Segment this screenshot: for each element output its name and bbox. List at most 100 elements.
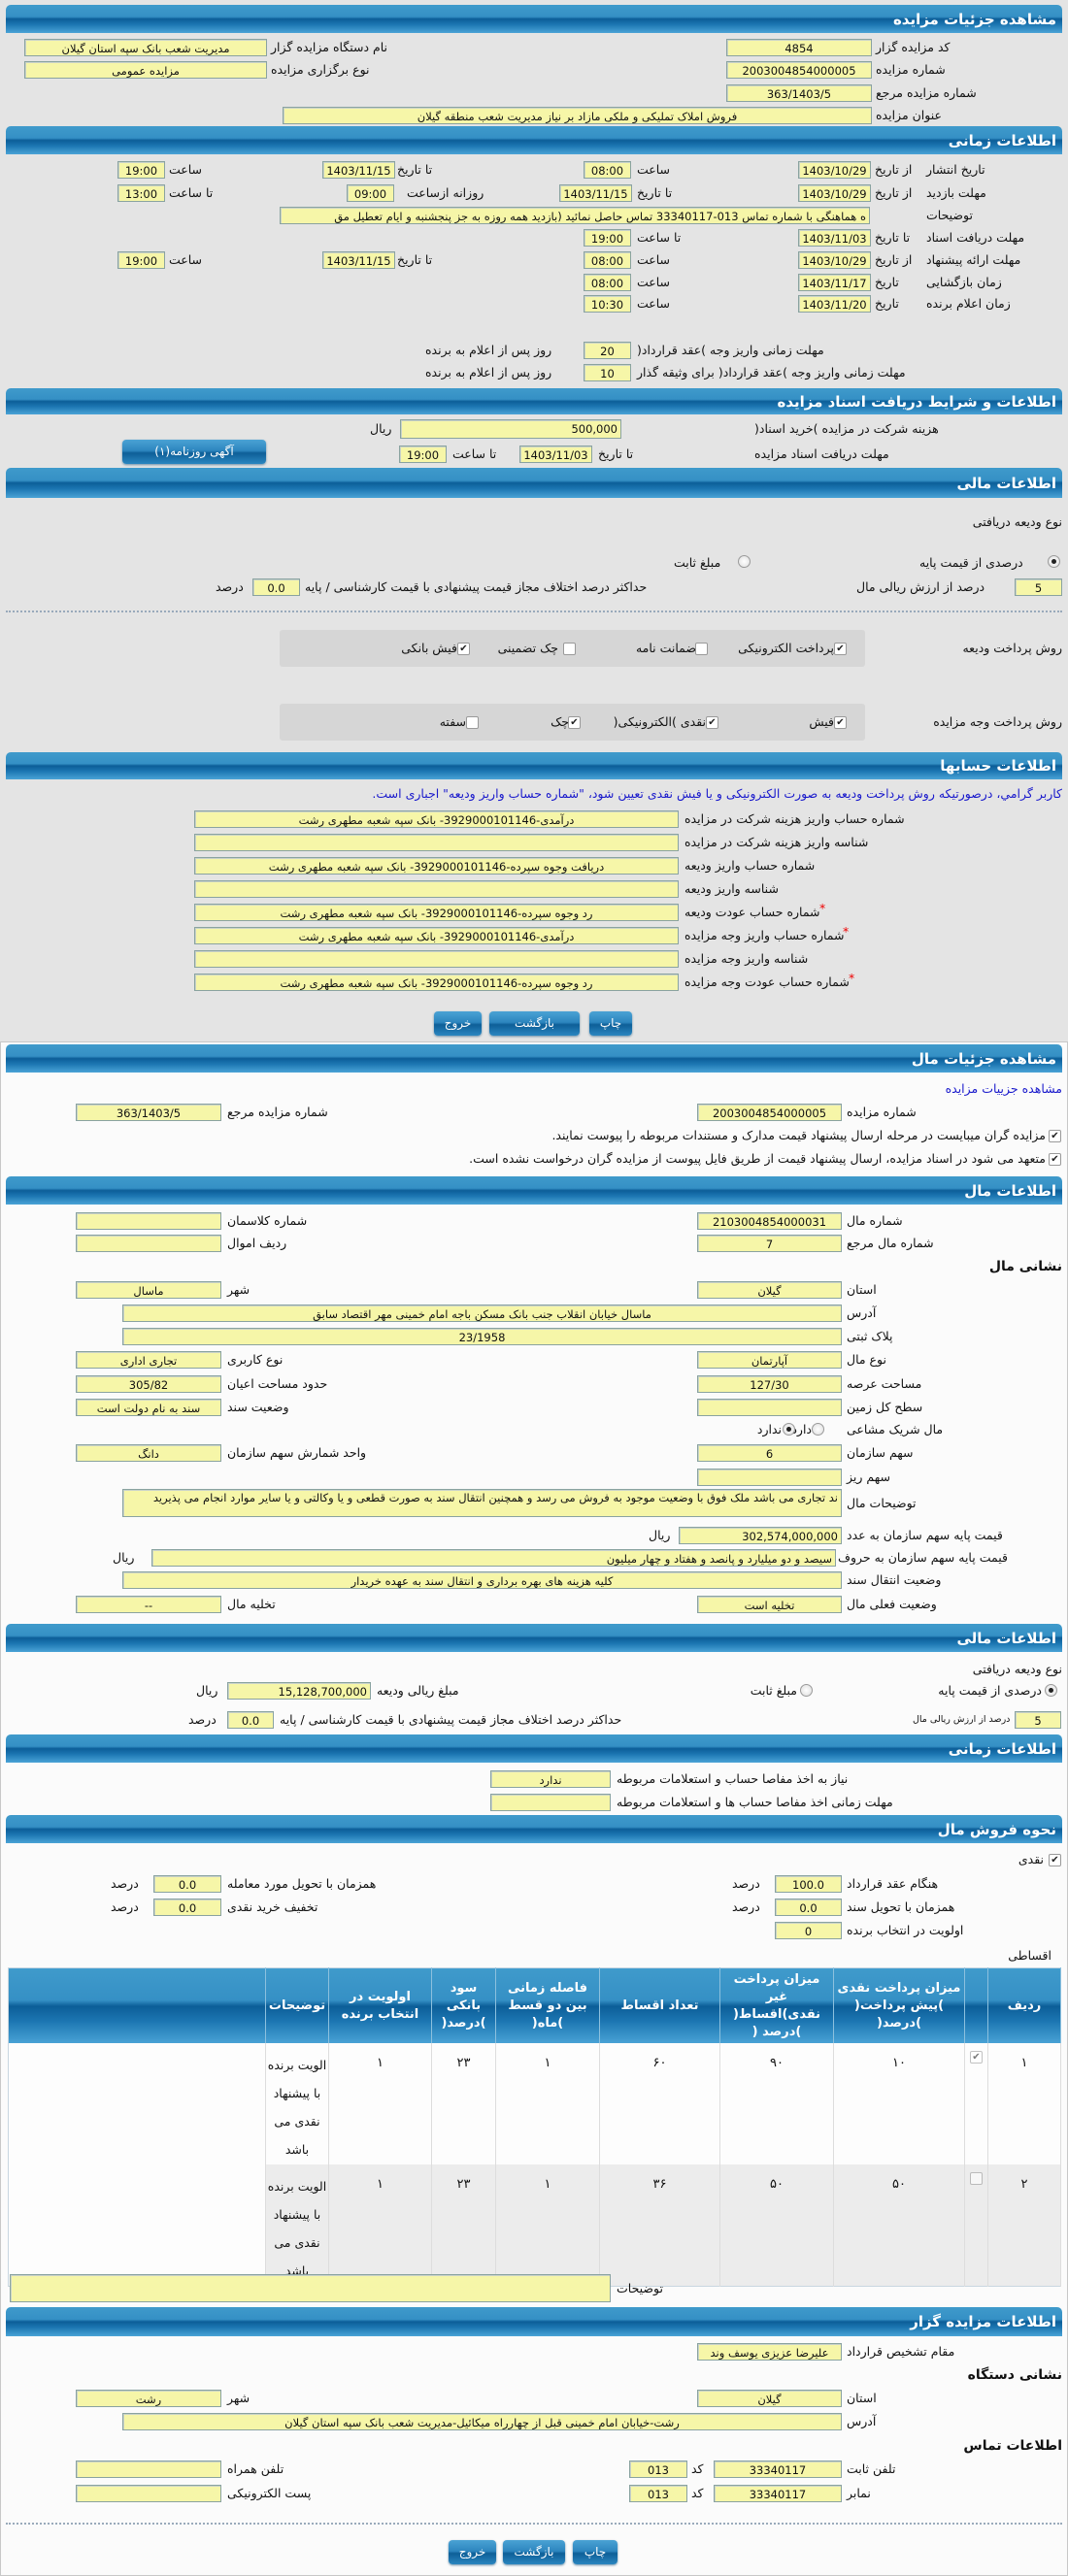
- timing-pledger-deadline-days-field[interactable]: 10: [584, 364, 631, 381]
- docs-to-field[interactable]: 1403/11/03: [519, 446, 592, 463]
- item-province-field[interactable]: گیلان: [697, 1281, 842, 1299]
- item-finance-percent-field[interactable]: 5: [1015, 1711, 1061, 1729]
- timing-visit-to-time-field[interactable]: 13:00: [117, 184, 165, 202]
- item-land-area-field[interactable]: 127/30: [697, 1375, 842, 1393]
- back-button[interactable]: بازگشت: [489, 1011, 580, 1036]
- accounts-rows-3-value-field[interactable]: [194, 880, 679, 898]
- timing-docs-deadline-time-field[interactable]: 19:00: [584, 229, 631, 247]
- item-share-detail-field[interactable]: [697, 1469, 842, 1486]
- seller-phone-field[interactable]: 33340117: [714, 2460, 842, 2478]
- percent-of-base-radio[interactable]: [1048, 555, 1060, 568]
- docs-time-field[interactable]: 19:00: [399, 446, 447, 463]
- item-description-field[interactable]: ند تجاری می باشد ملک فوق با وضعیت موجود …: [122, 1489, 842, 1517]
- seller-address-field[interactable]: رشت-خیابان امام خمینی قبل از چهارراه میک…: [122, 2413, 842, 2430]
- timing-winner-date-field[interactable]: 1403/11/20: [798, 295, 871, 313]
- newspaper-ad-button[interactable]: آگهی روزنامه(۱): [122, 440, 266, 464]
- attach-documents-checkbox[interactable]: [1049, 1130, 1061, 1142]
- sale-priority-field[interactable]: 0: [775, 1922, 842, 1939]
- seller-phone-code-field[interactable]: 013: [629, 2460, 687, 2478]
- sale-on-deed-field[interactable]: 0.0: [775, 1899, 842, 1916]
- item-number-field[interactable]: 2103004854000031: [697, 1212, 842, 1230]
- auction-details-number-field[interactable]: 2003004854000005: [726, 61, 872, 79]
- payment-method-checkbox[interactable]: [568, 716, 581, 729]
- accounts-rows-2-value-field[interactable]: دریافت وجوه سپرده-3929000101146- بانک سپ…: [194, 857, 679, 875]
- seller-city-field[interactable]: رشت: [76, 2390, 221, 2407]
- shared-yes-radio[interactable]: [812, 1423, 824, 1436]
- exit-button[interactable]: خروج: [434, 1011, 482, 1036]
- seller-email-field[interactable]: [76, 2485, 221, 2502]
- timing-opening-date-field[interactable]: 1403/11/17: [798, 274, 871, 291]
- back-button[interactable]: بازگشت: [503, 2540, 565, 2564]
- item-city-field[interactable]: ماسال: [76, 1281, 221, 1299]
- item-finance-max-diff-field[interactable]: 0.0: [227, 1711, 274, 1729]
- commitment-checkbox[interactable]: [1049, 1153, 1061, 1166]
- accounts-rows-5-value-field[interactable]: درآمدی-3929000101146- بانک سپه شعبه مطهر…: [194, 927, 679, 944]
- auction-details-type-field[interactable]: مزایده عمومی: [24, 61, 267, 79]
- item-usage-field[interactable]: تجاری اداری: [76, 1351, 221, 1369]
- timing-offer-from-field[interactable]: 1403/10/29: [798, 251, 871, 269]
- item-asset-row-field[interactable]: [76, 1235, 221, 1252]
- exit-button[interactable]: خروج: [449, 2540, 496, 2564]
- item-evacuation-field[interactable]: --: [76, 1596, 221, 1613]
- accounts-rows-7-value-field[interactable]: رد وجوه سپرده-3929000101146- بانک سپه شع…: [194, 974, 679, 991]
- deposit-method-checkbox[interactable]: [457, 643, 470, 655]
- accounts-rows-1-value-field[interactable]: [194, 834, 679, 851]
- item-details-number-field[interactable]: 2003004854000005: [697, 1104, 842, 1121]
- timing-publish-to-time-field[interactable]: 19:00: [117, 161, 165, 179]
- item-address-field[interactable]: ماسال خیابان انقلاب جنب بانک مسکن باجه ا…: [122, 1305, 842, 1322]
- item-details-link-label[interactable]: مشاهده جزییات مزایده: [945, 1081, 1062, 1096]
- item-finance-amount-field[interactable]: 15,128,700,000: [227, 1682, 371, 1700]
- accounts-rows-6-value-field[interactable]: [194, 950, 679, 968]
- item-share-unit-field[interactable]: دانگ: [76, 1444, 221, 1462]
- accounts-rows-0-value-field[interactable]: درآمدی-3929000101146- بانک سپه شعبه مطهر…: [194, 810, 679, 828]
- seller-mobile-field[interactable]: [76, 2460, 221, 2478]
- timing-visit-from-field[interactable]: 1403/10/29: [798, 184, 871, 202]
- print-button[interactable]: چاپ: [589, 1011, 632, 1036]
- accounts-rows-4-value-field[interactable]: رد وجوه سپرده-3929000101146- بانک سپه شع…: [194, 904, 679, 921]
- item-status-field[interactable]: تخلیه است: [697, 1596, 842, 1613]
- timing-publish-to-field[interactable]: 1403/11/15: [322, 161, 395, 179]
- timing-winner-time-field[interactable]: 10:30: [584, 295, 631, 313]
- item-transfer-field[interactable]: کلیه هزینه های بهره برداری و انتقال سند …: [122, 1571, 842, 1589]
- timing-publish-from-field[interactable]: 1403/10/29: [798, 161, 871, 179]
- item-fixed-amount-radio[interactable]: [800, 1684, 813, 1697]
- item-percent-of-base-radio[interactable]: [1045, 1684, 1057, 1697]
- fixed-amount-radio[interactable]: [738, 555, 751, 568]
- deposit-method-checkbox[interactable]: [563, 643, 576, 655]
- timing-payment-deadline-days-field[interactable]: 20: [584, 342, 631, 359]
- payment-method-checkbox[interactable]: [466, 716, 479, 729]
- timing-docs-deadline-to-field[interactable]: 1403/11/03: [798, 229, 871, 247]
- timing-visit-to-field[interactable]: 1403/11/15: [559, 184, 632, 202]
- seller-authority-field[interactable]: علیرضا عزیزی یوسف وند: [697, 2343, 842, 2361]
- auction-details-ref-field[interactable]: 363/1403/5: [726, 84, 872, 102]
- auction-details-subject-field[interactable]: فروش املاک تملیکی و ملکی مازاد بر نیاز م…: [283, 107, 872, 124]
- item-price-text-field[interactable]: سیصد و دو میلیارد و پانصد و هفتاد و چهار…: [151, 1549, 836, 1567]
- payment-method-checkbox[interactable]: [706, 716, 718, 729]
- payment-method-checkbox[interactable]: [834, 716, 847, 729]
- docs-fee-field[interactable]: 500,000: [400, 419, 621, 439]
- seller-province-field[interactable]: گیلان: [697, 2390, 842, 2407]
- timing-visit-daily-from-field[interactable]: 09:00: [347, 184, 394, 202]
- item-price-num-field[interactable]: 302,574,000,000: [679, 1527, 842, 1544]
- auction-details-code-field[interactable]: 4854: [726, 39, 872, 56]
- item-share-field[interactable]: 6: [697, 1444, 842, 1462]
- timing-offer-from-time-field[interactable]: 08:00: [584, 251, 631, 269]
- sale-notes-field[interactable]: [10, 2274, 611, 2302]
- item-timing-clearance-field[interactable]: ندارد: [490, 1770, 611, 1788]
- item-building-area-field[interactable]: 305/82: [76, 1375, 221, 1393]
- item-kind-field[interactable]: آپارتمان: [697, 1351, 842, 1369]
- deposit-method-checkbox[interactable]: [834, 643, 847, 655]
- seller-fax-field[interactable]: 33340117: [714, 2485, 842, 2502]
- row-checkbox[interactable]: [970, 2051, 983, 2064]
- item-total-land-field[interactable]: [697, 1399, 842, 1416]
- item-deed-status-field[interactable]: سند به نام دولت است: [76, 1399, 221, 1416]
- sale-on-contract-field[interactable]: 100.0: [775, 1875, 842, 1893]
- timing-publish-from-time-field[interactable]: 08:00: [584, 161, 631, 179]
- sale-discount-field[interactable]: 0.0: [153, 1899, 221, 1916]
- item-details-ref-field[interactable]: 363/1403/5: [76, 1104, 221, 1121]
- item-plate-field[interactable]: 23/1958: [122, 1328, 842, 1345]
- timing-offer-to-field[interactable]: 1403/11/15: [322, 251, 395, 269]
- item-ref-field[interactable]: 7: [697, 1235, 842, 1252]
- finance-max-diff-field[interactable]: 0.0: [252, 578, 300, 596]
- finance-percent-field[interactable]: 5: [1015, 578, 1062, 596]
